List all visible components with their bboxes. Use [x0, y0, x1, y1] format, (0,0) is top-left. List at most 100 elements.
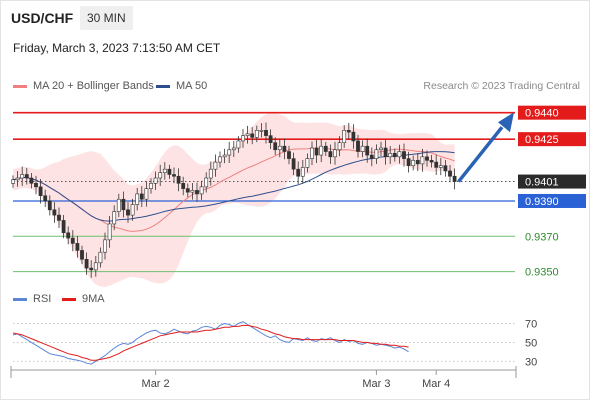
candle-body — [406, 158, 411, 166]
candle-body — [346, 130, 351, 133]
support-level-badge — [518, 193, 586, 208]
9ma-legend-label: 9MA — [82, 293, 105, 305]
rsi-series-rsi — [12, 321, 409, 365]
candle-body — [172, 174, 176, 177]
candle-body — [218, 156, 222, 163]
candle-body — [190, 190, 195, 193]
candle-body — [162, 168, 167, 174]
candle-body — [310, 147, 314, 159]
rsi-legend-swatch — [13, 297, 27, 301]
candle-body — [351, 131, 356, 142]
candle-body — [149, 183, 153, 189]
candle-body — [208, 168, 213, 179]
candle-body — [360, 145, 365, 152]
candle-body — [181, 183, 186, 189]
candle-body — [167, 168, 172, 175]
candle-body — [116, 198, 121, 212]
ma50-legend-swatch — [156, 84, 170, 88]
candle-body — [93, 262, 98, 271]
rsi-tick-label: 70 — [525, 319, 537, 331]
candle-body — [245, 133, 250, 136]
candle-body — [342, 130, 347, 143]
ma50-legend-label: MA 50 — [176, 80, 208, 92]
candle-body — [291, 158, 296, 170]
support-level-label: 0.9390 — [525, 196, 559, 208]
candle-body — [397, 151, 402, 158]
resistance-level-badge — [518, 105, 586, 120]
candle-body — [126, 209, 130, 216]
x-tick-label: Mar 2 — [142, 378, 170, 390]
candle-body — [204, 177, 209, 188]
candle-body — [75, 243, 80, 251]
legend-ma50: MA 50 — [156, 80, 207, 92]
candle-body — [121, 198, 126, 211]
candle-body — [66, 232, 71, 239]
candle-body — [254, 130, 259, 138]
candle-body — [135, 193, 140, 205]
candle-body — [199, 186, 204, 195]
candle-body — [388, 152, 393, 158]
forecast-arrow-shaft — [457, 126, 504, 183]
candle-body — [20, 174, 25, 179]
candle-body — [259, 130, 264, 132]
legend-9ma: 9MA — [62, 293, 105, 305]
candle-body — [241, 135, 245, 142]
candle-body — [52, 209, 57, 216]
candle-body — [15, 177, 20, 181]
target-level-label: 0.9350 — [525, 267, 559, 279]
candle-body — [402, 151, 406, 159]
candle-body — [443, 165, 448, 172]
candle-body — [438, 165, 443, 168]
candle-body — [34, 183, 38, 188]
candle-body — [337, 142, 342, 151]
9ma-legend-swatch — [62, 297, 76, 301]
current-price-label: 0.9401 — [525, 177, 559, 189]
candle-body — [89, 267, 94, 271]
candle-body — [11, 179, 15, 184]
candle-body — [130, 204, 135, 216]
candle-body — [195, 190, 199, 195]
candle-body — [24, 174, 29, 179]
x-tick-label: Mar 4 — [422, 378, 450, 390]
candle-body — [448, 170, 452, 177]
candle-body — [429, 160, 434, 163]
resistance-level-label: 0.9440 — [525, 108, 559, 120]
candle-body — [176, 175, 181, 184]
candle-body — [452, 175, 457, 182]
candle-body — [277, 145, 282, 151]
resistance-level-badge — [518, 132, 586, 147]
candle-body — [420, 156, 425, 165]
candle-body — [144, 188, 149, 200]
rsi-series-9ma — [12, 324, 409, 361]
x-tick-label: Mar 3 — [362, 378, 390, 390]
candle-body — [98, 251, 103, 264]
candle-body — [282, 145, 287, 152]
timeframe-badge[interactable]: 30 MIN — [80, 6, 133, 30]
candle-body — [80, 250, 84, 260]
candle-body — [273, 142, 278, 151]
candle-body — [287, 151, 291, 159]
candle-body — [434, 161, 439, 168]
legend-rsi: RSI — [13, 293, 51, 305]
research-credit: Research © 2023 Trading Central — [423, 80, 580, 92]
candle-body — [383, 147, 388, 158]
candle-body — [369, 154, 374, 159]
candle-body — [112, 211, 117, 225]
candle-body — [70, 237, 75, 244]
candle-body — [158, 172, 163, 179]
candle-body — [333, 149, 337, 158]
candle-body — [314, 147, 319, 156]
ma50-line — [12, 151, 455, 222]
candle-body — [392, 152, 397, 158]
candle-body — [374, 149, 379, 159]
candle-body — [47, 200, 52, 211]
candle-body — [379, 147, 383, 151]
candle-body — [185, 188, 190, 193]
candle-body — [264, 130, 268, 136]
candle-body — [323, 145, 328, 152]
candle-body — [61, 220, 66, 234]
legend-ma20: MA 20 + Bollinger Bands — [13, 80, 154, 92]
candle-body — [153, 177, 158, 184]
candle-body — [227, 149, 232, 156]
